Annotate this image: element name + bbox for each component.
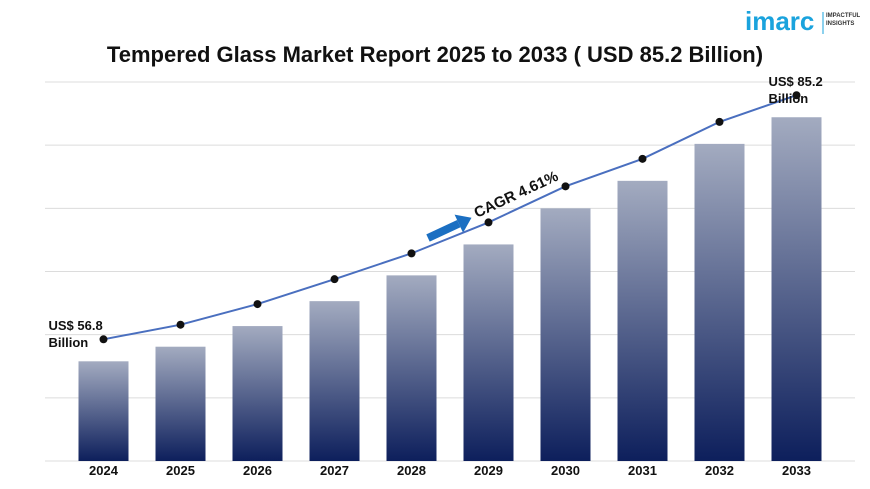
x-tick-label: 2024 [89,463,119,478]
cagr-arrow [426,214,472,242]
bar [386,275,437,461]
arrow-shaft [426,220,461,242]
x-tick-label: 2031 [628,463,657,478]
chart-title: Tempered Glass Market Report 2025 to 203… [107,42,763,67]
trend-dot [99,335,108,344]
trend-dot [561,182,570,191]
trend-dot [330,275,339,284]
trend-dot [715,117,724,126]
x-tick-label: 2027 [320,463,349,478]
bar [694,143,745,461]
bar [78,361,129,461]
x-tick-label: 2025 [166,463,195,478]
bar [232,326,283,461]
bar [463,244,514,461]
x-tick-label: 2033 [782,463,811,478]
bar [771,117,822,461]
x-tick-label: 2032 [705,463,734,478]
x-tick-label: 2029 [474,463,503,478]
x-tick-label: 2026 [243,463,272,478]
x-tick-label: 2030 [551,463,580,478]
x-tick-label: 2028 [397,463,426,478]
trend-dot [484,218,493,227]
logo-tagline-box: IMPACTFUL INSIGHTS [826,13,861,27]
trend-dot [407,249,416,258]
trend-dot [176,320,185,329]
bar [155,346,206,461]
trend-dot [253,300,262,309]
bar [309,301,360,461]
bar [540,208,591,461]
arrow-head [454,214,472,233]
value-label: US$ 85.2 Billion [768,74,823,107]
trend-line [103,94,797,341]
bar [617,180,668,461]
trend-dot [792,91,801,100]
value-label: US$ 56.8 Billion [48,318,103,351]
logo-tagline: IMPACTFUL INSIGHTS [826,13,861,27]
logo-name: imarc [745,6,814,36]
trend-dot [638,154,647,163]
